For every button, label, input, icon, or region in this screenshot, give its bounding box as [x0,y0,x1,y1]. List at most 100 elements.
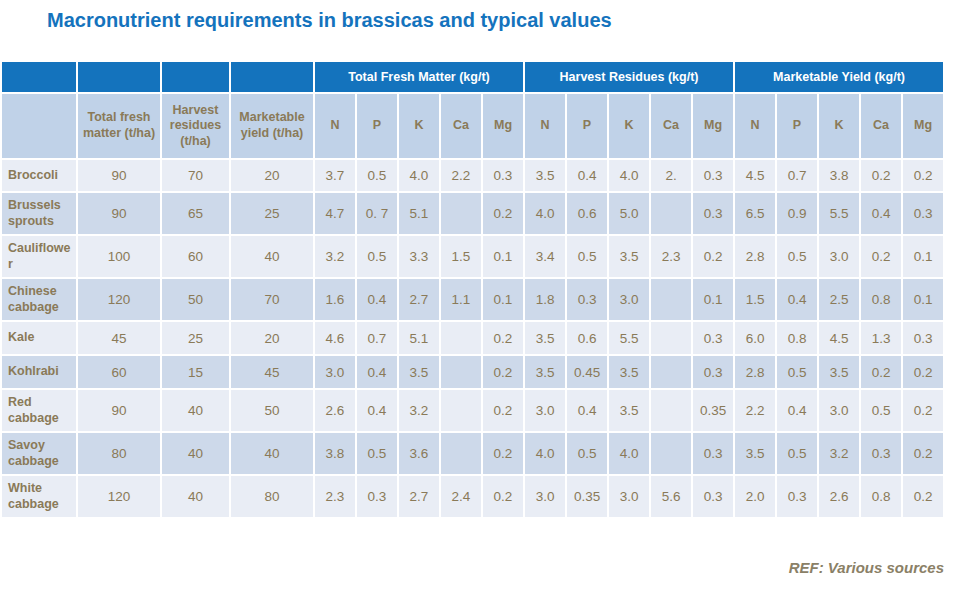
data-cell: 0.5 [356,235,398,278]
data-cell: 45 [230,355,314,389]
column-header: Mg [902,93,944,159]
data-cell [440,321,482,355]
data-cell: 2.3 [314,475,356,518]
data-cell: 20 [230,159,314,192]
data-cell [650,355,692,389]
data-cell: 50 [230,389,314,432]
data-cell: 0. 7 [356,192,398,235]
column-header: Total fresh matter (t/ha) [77,93,161,159]
data-cell: 3.5 [608,235,650,278]
data-cell: 0.45 [566,355,608,389]
data-cell: 0.2 [482,432,524,475]
data-cell: 120 [77,278,161,321]
data-cell: 4.5 [734,159,776,192]
data-cell: 0.5 [776,432,818,475]
row-label: Kohlrabi [1,355,77,389]
data-cell: 4.6 [314,321,356,355]
column-header: N [524,93,566,159]
data-cell: 3.0 [608,278,650,321]
data-cell: 5.5 [608,321,650,355]
data-cell: 2.3 [650,235,692,278]
data-cell: 2.0 [734,475,776,518]
data-cell: 0.1 [482,235,524,278]
data-cell: 3.8 [818,159,860,192]
data-cell: 3.3 [398,235,440,278]
data-cell: 0.4 [566,159,608,192]
data-cell: 0.3 [902,321,944,355]
data-cell: 3.5 [524,321,566,355]
data-cell: 5.5 [818,192,860,235]
data-cell: 0.2 [860,235,902,278]
data-cell: 0.2 [482,321,524,355]
data-cell: 40 [230,432,314,475]
data-cell: 4.5 [818,321,860,355]
data-cell: 5.0 [608,192,650,235]
data-cell: 0.5 [566,432,608,475]
data-cell: 0.6 [566,321,608,355]
row-label: Chinese cabbage [1,278,77,321]
data-cell: 4.0 [524,192,566,235]
data-cell: 0.5 [356,159,398,192]
data-cell: 15 [161,355,230,389]
data-cell: 90 [77,159,161,192]
data-cell: 2.2 [734,389,776,432]
table-row: Savoy cabbage8040403.80.53.60.24.00.54.0… [1,432,944,475]
data-cell [440,192,482,235]
data-cell: 0.3 [902,192,944,235]
data-cell: 5.1 [398,192,440,235]
data-cell: 3.0 [818,389,860,432]
group-header-blank-cell [161,61,230,93]
column-header-row: Total fresh matter (t/ha)Harvest residue… [1,93,944,159]
data-cell: 4.7 [314,192,356,235]
column-header: P [776,93,818,159]
data-cell: 4.0 [608,432,650,475]
data-cell: 0.2 [902,389,944,432]
row-label: Broccoli [1,159,77,192]
data-cell: 70 [161,159,230,192]
data-cell: 0.4 [566,389,608,432]
data-cell: 3.5 [734,432,776,475]
column-header: N [734,93,776,159]
table-header: Total Fresh Matter (kg/t)Harvest Residue… [1,61,944,159]
data-cell: 0.2 [482,192,524,235]
data-cell: 0.4 [356,389,398,432]
column-header: P [356,93,398,159]
data-cell: 0.6 [566,192,608,235]
data-cell: 0.2 [482,389,524,432]
data-cell: 0.2 [482,475,524,518]
table-row: Kale4525204.60.75.10.23.50.65.50.36.00.8… [1,321,944,355]
row-label: White cabbage [1,475,77,518]
data-cell: 0.3 [692,475,734,518]
data-cell: 0.1 [902,235,944,278]
data-cell: 40 [161,389,230,432]
data-cell: 0.9 [776,192,818,235]
data-cell: 3.5 [608,355,650,389]
data-cell: 120 [77,475,161,518]
macronutrient-table: Total Fresh Matter (kg/t)Harvest Residue… [0,60,945,519]
data-cell: 3.2 [398,389,440,432]
data-cell: 0.4 [776,278,818,321]
column-header: K [818,93,860,159]
data-cell: 0.3 [860,432,902,475]
data-cell: 3.5 [524,159,566,192]
data-cell: 2. [650,159,692,192]
data-cell: 2.7 [398,475,440,518]
group-header-blank-cell [1,61,77,93]
column-header: Ca [860,93,902,159]
data-cell: 50 [161,278,230,321]
data-cell: 0.4 [356,355,398,389]
data-cell: 3.0 [314,355,356,389]
table-row: Cauliflower10060403.20.53.31.50.13.40.53… [1,235,944,278]
data-cell [650,432,692,475]
data-cell: 0.2 [482,355,524,389]
row-label: Cauliflower [1,235,77,278]
data-cell: 3.5 [524,355,566,389]
data-cell: 2.8 [734,355,776,389]
row-label: Kale [1,321,77,355]
data-cell: 0.5 [566,235,608,278]
data-cell [650,321,692,355]
data-cell: 0.7 [776,159,818,192]
data-cell: 0.3 [356,475,398,518]
data-cell: 1.3 [860,321,902,355]
data-cell: 0.5 [776,235,818,278]
